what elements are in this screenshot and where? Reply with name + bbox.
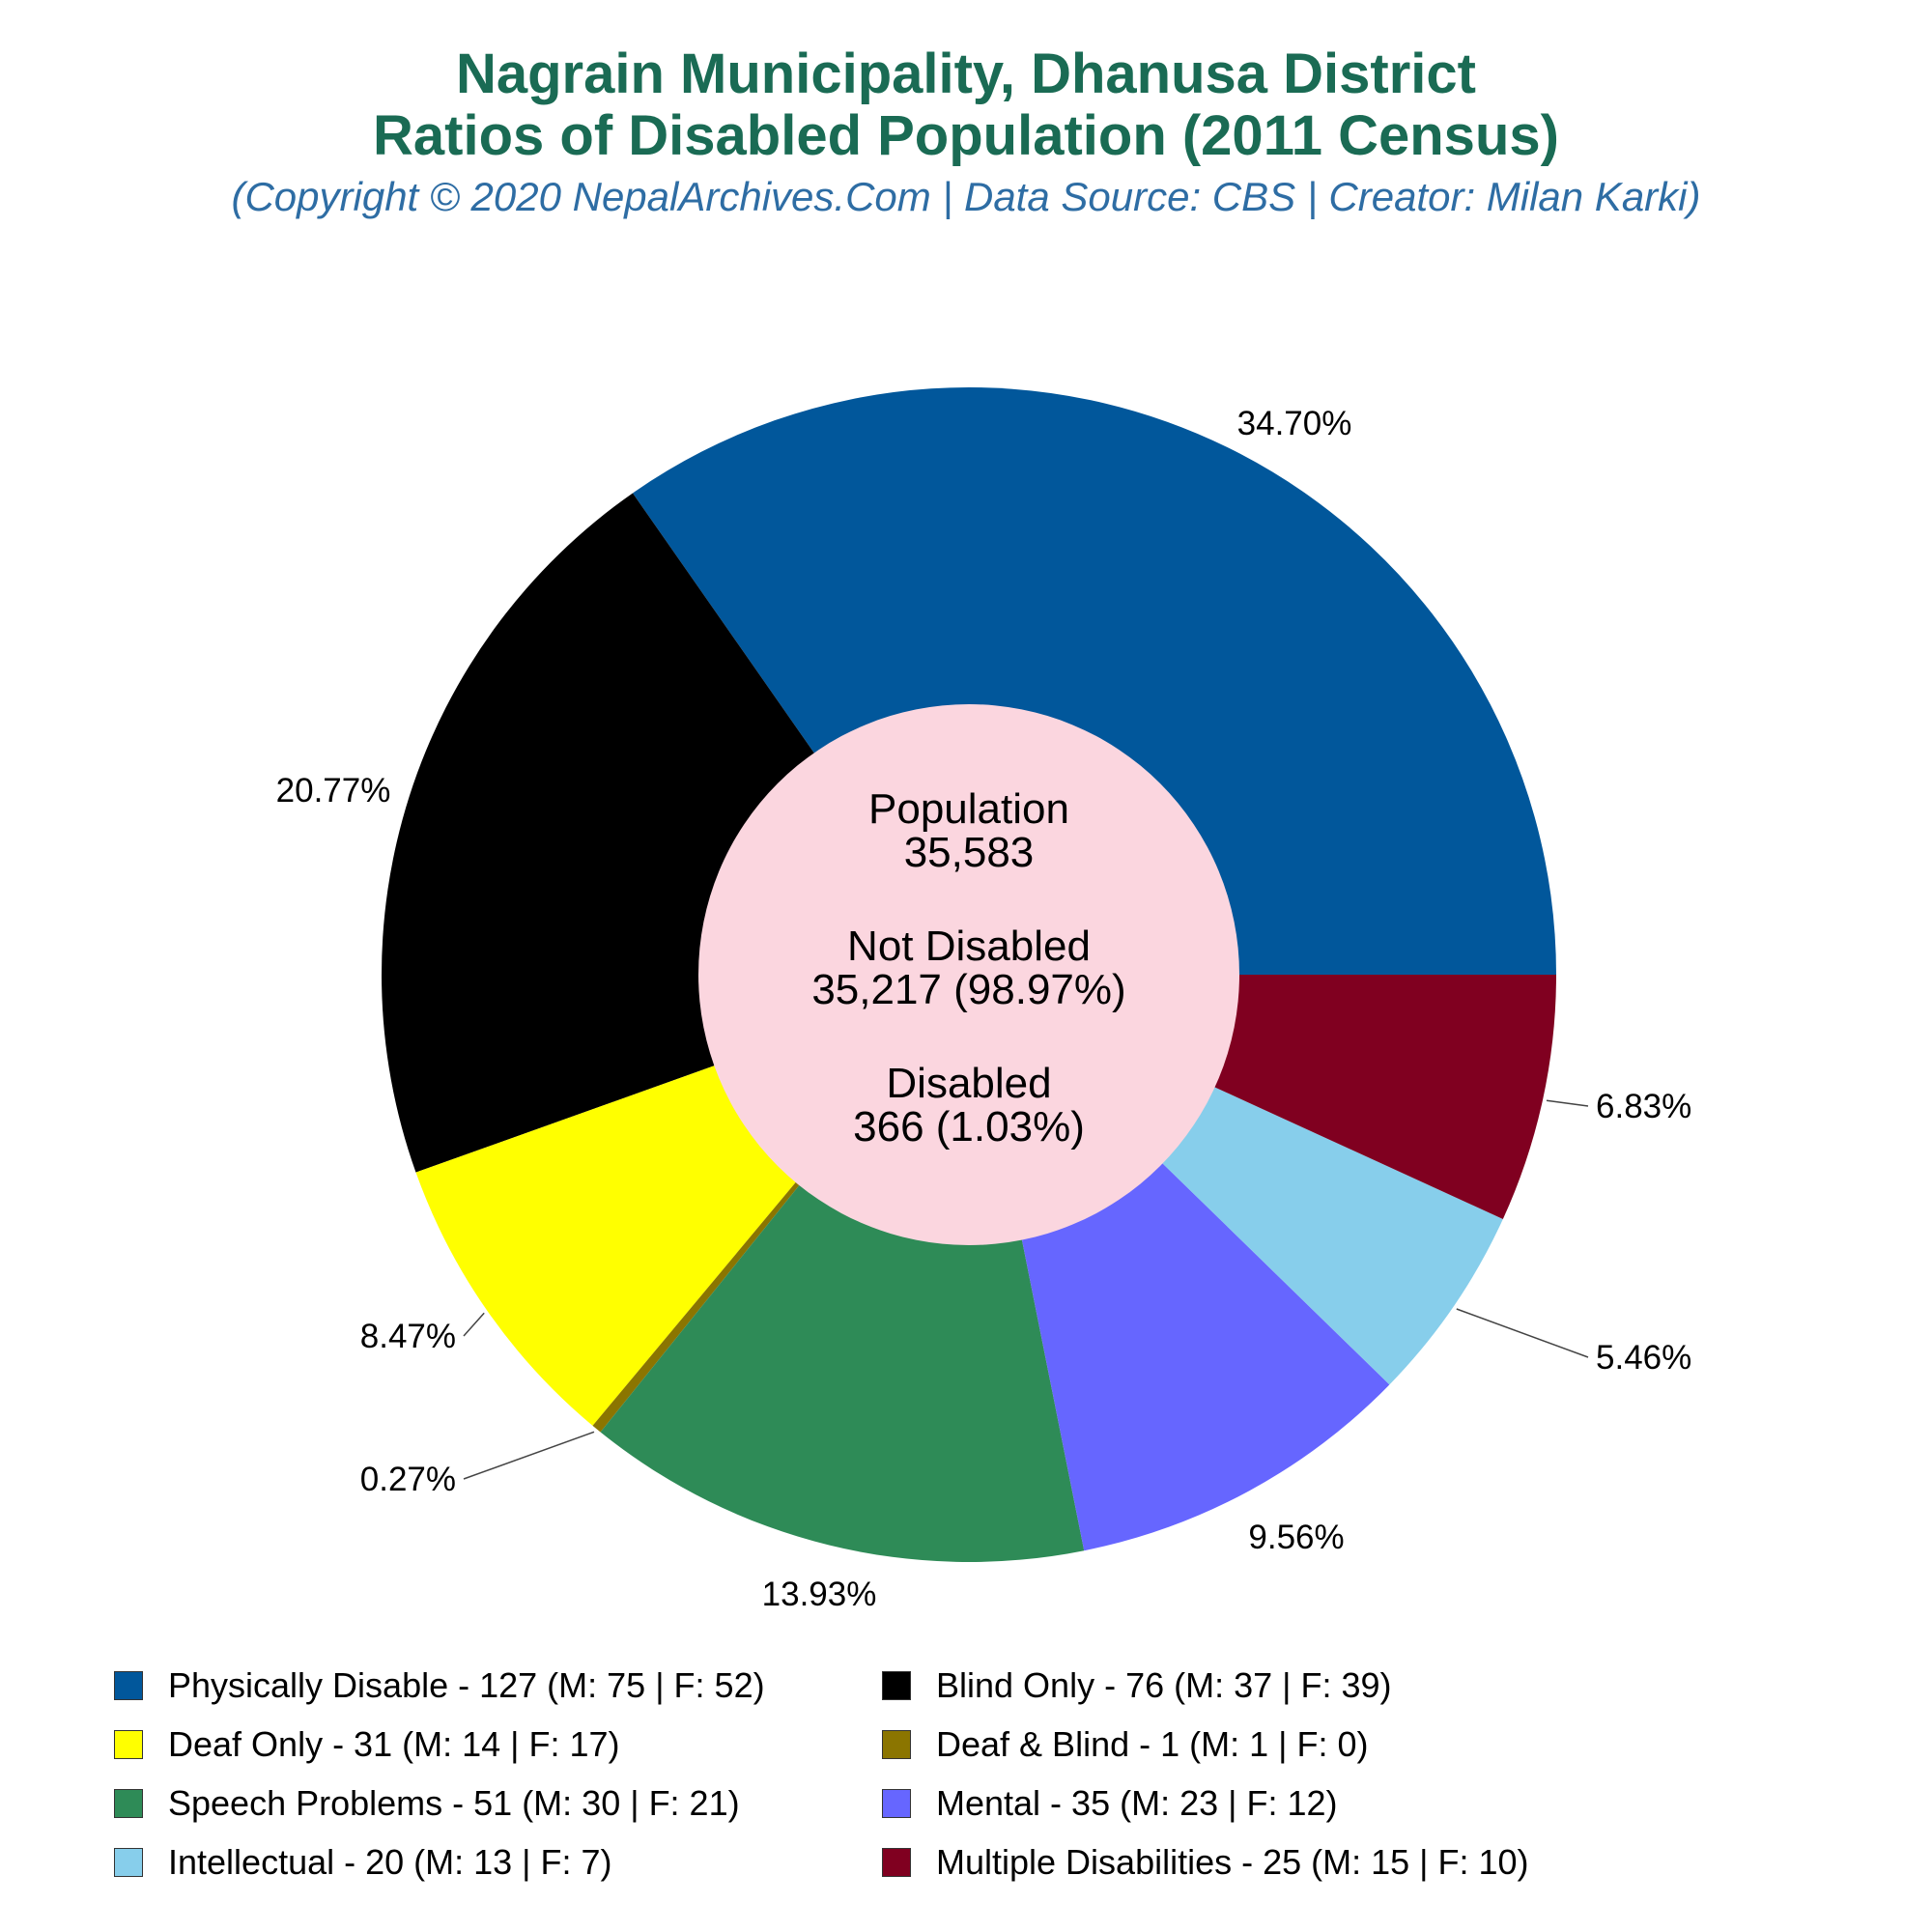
percent-label-7: 5.46% bbox=[1596, 1339, 1691, 1377]
legend-label: Deaf Only - 31 (M: 14 | F: 17) bbox=[168, 1724, 620, 1764]
legend-swatch bbox=[882, 1671, 911, 1700]
center-disabled-value: 366 (1.03%) bbox=[853, 1103, 1085, 1151]
legend-swatch bbox=[114, 1730, 143, 1759]
legend-label: Speech Problems - 51 (M: 30 | F: 21) bbox=[168, 1783, 740, 1823]
center-population-label: Population bbox=[868, 785, 1069, 833]
legend-item-5: Speech Problems - 51 (M: 30 | F: 21) bbox=[114, 1783, 740, 1823]
percent-label-1: 34.70% bbox=[1237, 405, 1352, 442]
legend-swatch bbox=[114, 1789, 143, 1818]
leader-line-4 bbox=[463, 1431, 595, 1480]
legend-label: Blind Only - 76 (M: 37 | F: 39) bbox=[936, 1665, 1392, 1705]
percent-label-3: 8.47% bbox=[360, 1318, 456, 1355]
center-disabled-label: Disabled bbox=[886, 1060, 1051, 1107]
legend-item-3: Deaf Only - 31 (M: 14 | F: 17) bbox=[114, 1724, 620, 1764]
legend-item-6: Mental - 35 (M: 23 | F: 12) bbox=[882, 1783, 1338, 1823]
chart-title-line-2: Ratios of Disabled Population (2011 Cens… bbox=[373, 104, 1559, 167]
leader-line-8 bbox=[1546, 1099, 1589, 1107]
center-population-value: 35,583 bbox=[904, 829, 1035, 876]
center-not-disabled-label: Not Disabled bbox=[847, 923, 1091, 970]
legend-swatch bbox=[114, 1848, 143, 1877]
leader-line-3 bbox=[463, 1312, 485, 1337]
legend-swatch bbox=[882, 1789, 911, 1818]
legend-label: Deaf & Blind - 1 (M: 1 | F: 0) bbox=[936, 1724, 1369, 1764]
legend-item-8: Multiple Disabilities - 25 (M: 15 | F: 1… bbox=[882, 1842, 1529, 1882]
pie-slices bbox=[382, 387, 1556, 1562]
legend-item-7: Intellectual - 20 (M: 13 | F: 7) bbox=[114, 1842, 612, 1882]
legend-swatch bbox=[882, 1730, 911, 1759]
percent-label-4: 0.27% bbox=[360, 1461, 456, 1498]
percent-label-2: 20.77% bbox=[276, 772, 391, 810]
legend-label: Mental - 35 (M: 23 | F: 12) bbox=[936, 1783, 1338, 1823]
center-not-disabled-value: 35,217 (98.97%) bbox=[811, 966, 1125, 1013]
leader-line-7 bbox=[1456, 1308, 1589, 1358]
legend-swatch bbox=[114, 1671, 143, 1700]
percent-label-8: 6.83% bbox=[1596, 1088, 1691, 1125]
legend-label: Intellectual - 20 (M: 13 | F: 7) bbox=[168, 1842, 612, 1882]
legend-label: Multiple Disabilities - 25 (M: 15 | F: 1… bbox=[936, 1842, 1529, 1882]
percent-label-6: 9.56% bbox=[1248, 1519, 1344, 1556]
percent-label-5: 13.93% bbox=[762, 1576, 877, 1613]
legend-label: Physically Disable - 127 (M: 75 | F: 52) bbox=[168, 1665, 765, 1705]
center-circle bbox=[698, 704, 1239, 1245]
chart-subtitle: (Copyright © 2020 NepalArchives.Com | Da… bbox=[231, 174, 1701, 219]
legend-item-4: Deaf & Blind - 1 (M: 1 | F: 0) bbox=[882, 1724, 1369, 1764]
label-leader-lines bbox=[463, 1099, 1589, 1480]
pie-slice-1 bbox=[632, 387, 1556, 976]
legend-swatch bbox=[882, 1848, 911, 1877]
legend-item-2: Blind Only - 76 (M: 37 | F: 39) bbox=[882, 1665, 1392, 1705]
percent-labels: 34.70% 20.77% 8.47% 0.27% 13.93% 9.56% 5.46% 6.… bbox=[276, 405, 1692, 1613]
chart-title-line-1: Nagrain Municipality, Dhanusa District bbox=[455, 43, 1476, 105]
legend-item-1: Physically Disable - 127 (M: 75 | F: 52) bbox=[114, 1665, 765, 1705]
